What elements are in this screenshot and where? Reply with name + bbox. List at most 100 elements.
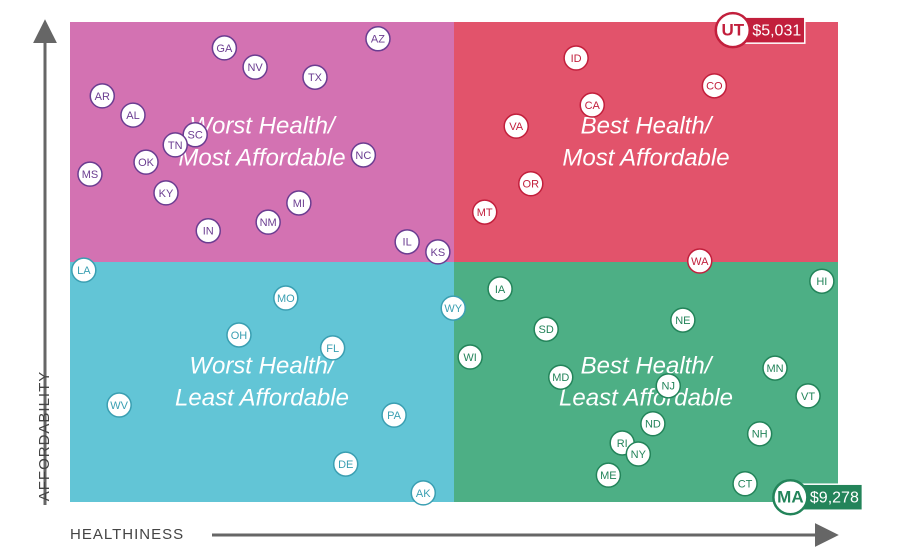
point	[579, 92, 605, 118]
point	[714, 11, 752, 49]
state-point: AL	[120, 102, 146, 128]
quadrant-label: Worst Health/	[189, 352, 337, 379]
point	[350, 142, 377, 168]
point-label: CT	[738, 479, 753, 491]
point-label: PA	[387, 410, 402, 422]
state-point: OK	[133, 149, 159, 175]
point-label: WY	[444, 303, 462, 315]
point	[106, 392, 132, 418]
point	[89, 83, 116, 109]
point-label: KY	[159, 188, 174, 200]
point-label: IL	[403, 237, 412, 249]
point	[255, 209, 281, 235]
point	[71, 257, 97, 283]
y-axis-label: AFFORDABILITY	[36, 371, 53, 502]
point-label: CO	[706, 81, 723, 93]
state-point: NM	[255, 209, 281, 235]
point-label: MO	[277, 293, 295, 305]
state-point: ID	[563, 45, 589, 71]
point-label: NH	[752, 429, 768, 441]
quadrant-label: Least Affordable	[175, 384, 349, 411]
state-point: IL	[394, 229, 420, 255]
state-point: VT	[795, 383, 821, 409]
point	[273, 285, 299, 311]
point-label: CA	[585, 100, 601, 112]
state-point: KY	[153, 180, 179, 206]
point	[687, 248, 713, 274]
point	[670, 307, 696, 333]
point-label: DE	[338, 459, 353, 471]
state-point: $5,031 UT	[714, 11, 806, 49]
state-point: SD	[533, 316, 559, 342]
point	[640, 411, 666, 437]
state-point: CO	[701, 73, 728, 99]
point-label: OH	[231, 330, 248, 342]
state-point: NJ	[655, 373, 682, 399]
state-point: HI	[809, 268, 835, 294]
state-point: CA	[579, 92, 605, 118]
point-label: GA	[216, 43, 233, 55]
point-label: ME	[600, 470, 617, 482]
point	[732, 471, 758, 497]
state-point: WY	[440, 295, 466, 321]
point	[242, 54, 268, 80]
state-point: IA	[487, 276, 513, 302]
point	[625, 441, 652, 467]
point	[319, 335, 346, 361]
point-label: LA	[77, 265, 91, 277]
state-point: AR	[89, 83, 116, 109]
point	[120, 102, 146, 128]
state-point: ND	[640, 411, 666, 437]
point	[655, 373, 682, 399]
point-label: NV	[247, 62, 263, 74]
point-label: NM	[260, 217, 277, 229]
state-point: AZ	[365, 26, 391, 52]
state-point: TN	[162, 132, 188, 158]
point	[746, 421, 773, 447]
state-point: NE	[670, 307, 696, 333]
point	[440, 295, 466, 321]
point	[503, 113, 529, 139]
state-point: MS	[77, 161, 103, 187]
state-point: GA	[211, 35, 238, 61]
state-point: WV	[106, 392, 132, 418]
state-point: OR	[518, 171, 544, 197]
point-label: MT	[477, 207, 493, 219]
point	[518, 171, 544, 197]
point-label: IN	[203, 226, 214, 238]
point-label: AR	[95, 91, 110, 103]
state-point: MD	[548, 364, 574, 390]
state-point: NC	[350, 142, 377, 168]
state-point: MI	[286, 190, 312, 216]
quadrant	[454, 262, 838, 502]
point-label: IA	[495, 284, 506, 296]
point-label: TN	[168, 140, 183, 152]
point	[162, 132, 188, 158]
state-point: FL	[319, 335, 346, 361]
point-label: MN	[766, 363, 783, 375]
state-point: KS	[425, 239, 451, 265]
state-point: NY	[625, 441, 652, 467]
point-label: NY	[631, 449, 647, 461]
state-point: CT	[732, 471, 758, 497]
point	[548, 364, 574, 390]
point	[394, 229, 420, 255]
state-point: PA	[381, 402, 407, 428]
quadrant	[70, 262, 454, 502]
point	[77, 161, 103, 187]
point-label: NC	[355, 150, 371, 162]
point	[471, 199, 498, 225]
point-label: ND	[645, 419, 661, 431]
point-label: MD	[552, 372, 569, 384]
state-point: MT	[471, 199, 498, 225]
point	[153, 180, 179, 206]
state-point: LA	[71, 257, 97, 283]
point	[195, 218, 221, 244]
quadrant-label: Worst Health/	[189, 112, 337, 139]
point-label: WV	[110, 400, 128, 412]
point	[533, 316, 559, 342]
value-label: $9,278	[810, 489, 859, 506]
point-label: HI	[816, 276, 827, 288]
point-label: MA	[777, 488, 803, 507]
quadrant-label: Best Health/	[581, 352, 714, 379]
